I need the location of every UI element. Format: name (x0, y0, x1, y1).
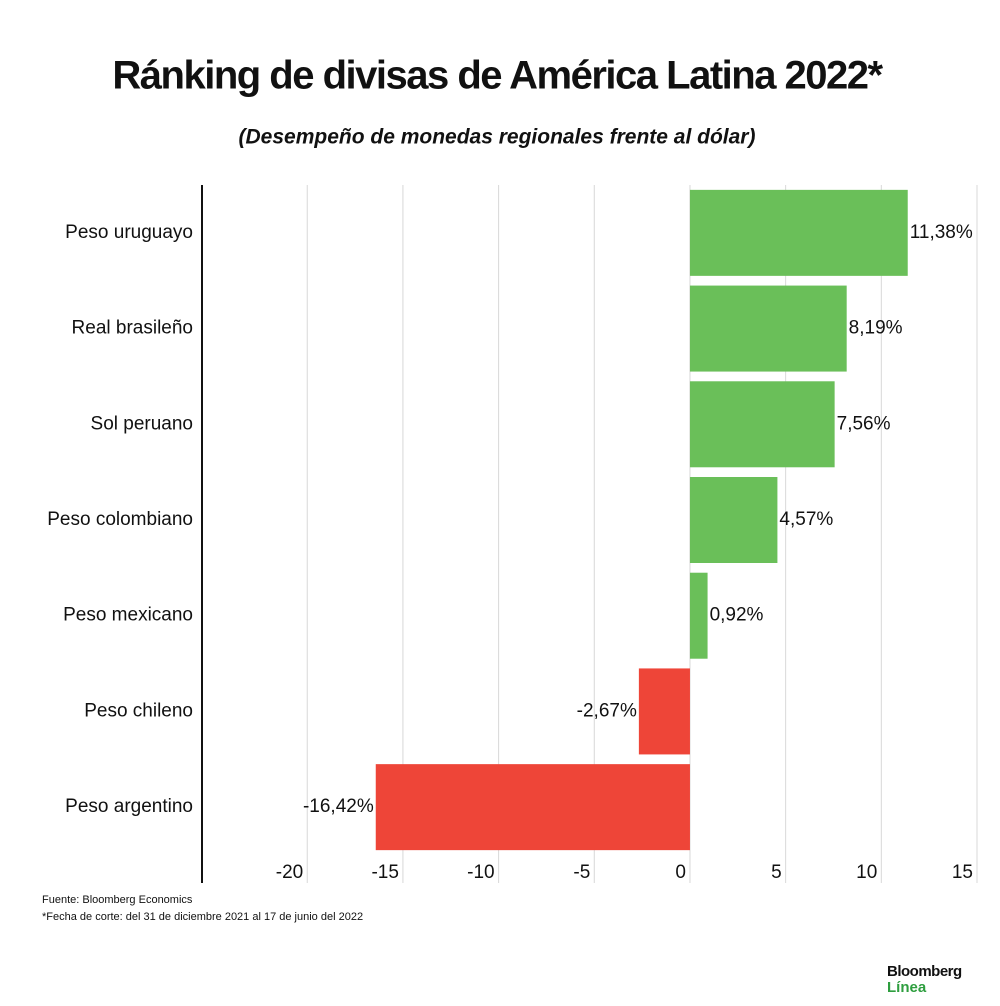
date-note: *Fecha de corte: del 31 de diciembre 202… (42, 911, 363, 923)
y-tick-label: Peso colombiano (47, 509, 193, 530)
x-tick-label: 5 (771, 862, 782, 883)
bar (638, 668, 690, 755)
y-tick-label: Real brasileño (72, 318, 193, 339)
bar (375, 764, 690, 851)
x-tick-label: -5 (573, 862, 590, 883)
x-tick-label: -10 (467, 862, 494, 883)
x-tick-label: -15 (371, 862, 398, 883)
y-tick-label: Peso chileno (84, 700, 193, 721)
x-tick-label: 15 (952, 862, 973, 883)
x-tick-label: -20 (276, 862, 303, 883)
value-label: 11,38% (910, 222, 973, 243)
y-tick-label: Peso argentino (65, 796, 193, 817)
y-tick-label: Sol peruano (91, 413, 193, 434)
value-label: 7,56% (837, 413, 891, 434)
brand-name: Bloomberg (887, 963, 962, 980)
value-label: 8,19% (849, 318, 903, 339)
bar (689, 285, 847, 372)
x-tick-label: 10 (856, 862, 877, 883)
value-label: -2,67% (577, 700, 637, 721)
value-label: -16,42% (303, 796, 374, 817)
bar (689, 572, 708, 659)
y-tick-label: Peso mexicano (63, 605, 193, 626)
value-label: 4,57% (779, 509, 833, 530)
chart-subtitle: (Desempeño de monedas regionales frente … (239, 126, 756, 149)
x-tick-label: 0 (675, 862, 686, 883)
brand-sub: Línea (887, 979, 927, 996)
bar (689, 189, 908, 276)
bar (689, 477, 778, 563)
y-tick-label: Peso uruguayo (65, 222, 193, 243)
source-note: Fuente: Bloomberg Economics (42, 894, 193, 906)
value-label: 0,92% (710, 605, 764, 626)
bar (689, 381, 835, 468)
chart-title: Ránking de divisas de América Latina 202… (112, 54, 883, 98)
